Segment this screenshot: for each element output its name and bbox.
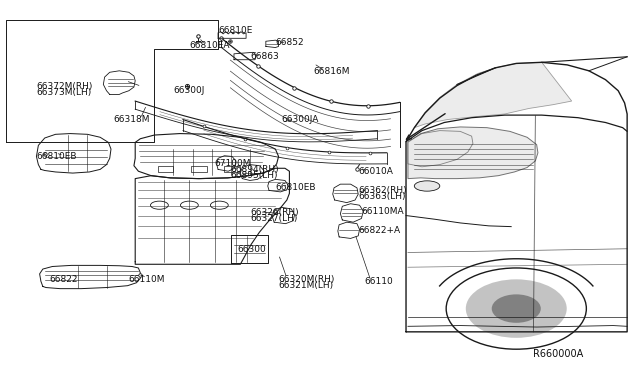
Text: 66321M(LH): 66321M(LH) — [278, 281, 333, 290]
Text: R660000A: R660000A — [534, 349, 584, 359]
Text: 66318M: 66318M — [113, 115, 149, 124]
Text: 66810EB: 66810EB — [36, 152, 77, 161]
Text: 66362(RH): 66362(RH) — [358, 186, 407, 195]
Text: 66895(LH): 66895(LH) — [231, 171, 278, 180]
Text: 66810EA: 66810EA — [189, 41, 230, 50]
Text: 66822: 66822 — [49, 275, 77, 283]
Text: 67100M: 67100M — [215, 159, 252, 169]
Polygon shape — [408, 127, 538, 179]
Text: 66810EB: 66810EB — [275, 183, 316, 192]
Text: 66816M: 66816M — [314, 67, 350, 76]
Text: 66110M: 66110M — [129, 275, 165, 283]
Text: 66300JA: 66300JA — [282, 115, 319, 124]
Text: 66110: 66110 — [365, 278, 394, 286]
Text: 66110MA: 66110MA — [362, 207, 404, 217]
Text: 66372M(RH): 66372M(RH) — [36, 82, 93, 91]
Text: 66010A: 66010A — [358, 167, 393, 176]
Ellipse shape — [180, 201, 198, 209]
Bar — [158, 166, 173, 172]
Text: 66894(RH): 66894(RH) — [231, 165, 280, 174]
Bar — [225, 166, 240, 172]
Circle shape — [466, 279, 567, 338]
Text: 66300: 66300 — [237, 245, 266, 254]
Ellipse shape — [150, 201, 168, 209]
Text: 66822+A: 66822+A — [358, 226, 401, 235]
Polygon shape — [408, 131, 473, 167]
Text: 66373M(LH): 66373M(LH) — [36, 89, 92, 97]
Ellipse shape — [211, 201, 228, 209]
Text: 66863: 66863 — [250, 52, 278, 61]
Ellipse shape — [414, 181, 440, 191]
Text: 66300J: 66300J — [173, 86, 205, 94]
Text: 66327(LH): 66327(LH) — [250, 214, 298, 223]
Text: 66852: 66852 — [275, 38, 304, 46]
Text: 66320M(RH): 66320M(RH) — [278, 275, 335, 283]
Text: 66363(LH): 66363(LH) — [358, 192, 406, 201]
Circle shape — [492, 294, 541, 323]
Text: 66810E: 66810E — [218, 26, 252, 35]
Text: 66326(RH): 66326(RH) — [250, 208, 298, 217]
Polygon shape — [414, 62, 572, 128]
Bar — [191, 166, 207, 172]
